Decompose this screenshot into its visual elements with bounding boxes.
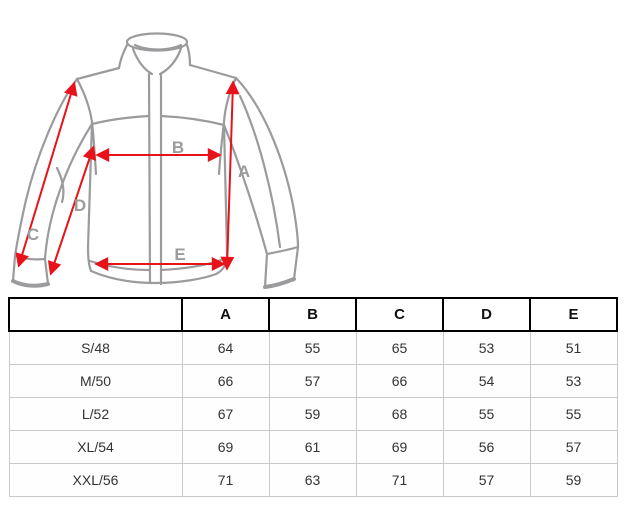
size-table-header-row: A B C D E — [8, 297, 618, 332]
measurement-cell: 69 — [355, 430, 444, 464]
size-label: XXL/56 — [8, 463, 183, 497]
body-right-edge — [222, 122, 229, 260]
right-armhole-seam — [222, 76, 238, 124]
zipper-left-line — [147, 72, 152, 285]
measure-arrow-d — [47, 145, 97, 276]
measure-arrow-c — [15, 81, 78, 268]
measure-label-b: B — [172, 138, 184, 157]
measurement-cell: 53 — [529, 364, 618, 398]
yoke-seam-left — [90, 114, 151, 126]
corner-cell — [8, 297, 183, 332]
measurement-cell: 55 — [268, 330, 357, 365]
size-label: L/52 — [8, 397, 183, 431]
right-sleeve-outer — [234, 76, 300, 249]
left-cuff-edge — [11, 279, 50, 288]
yoke-seam-right — [159, 114, 226, 127]
right-sleeve-seam — [238, 94, 282, 249]
measurement-cell: 66 — [181, 364, 270, 398]
collar-right — [185, 43, 192, 67]
measurement-cell: 51 — [529, 330, 618, 365]
collar-left — [117, 43, 129, 70]
size-row-s48: S/48 64 55 65 53 51 — [8, 330, 618, 365]
right-side-seam — [217, 120, 226, 176]
jacket-outline — [11, 32, 300, 289]
size-row-xl54: XL/54 69 61 69 56 57 — [8, 430, 618, 464]
body-left-edge — [86, 120, 94, 273]
measurement-cell: 71 — [355, 463, 444, 497]
collar-rim — [125, 32, 189, 52]
size-label: S/48 — [8, 330, 183, 365]
size-row-xxl56: XXL/56 71 63 71 57 59 — [8, 463, 618, 497]
measure-label-a: A — [238, 162, 250, 181]
measurement-cell: 65 — [355, 330, 444, 365]
measure-arrow-a — [220, 80, 240, 271]
measurement-cell: 64 — [181, 330, 270, 365]
column-header-b: B — [268, 297, 357, 332]
size-row-m50: M/50 66 57 66 54 53 — [8, 364, 618, 398]
measure-label-e: E — [174, 245, 185, 264]
size-label: M/50 — [8, 364, 183, 398]
size-table: A B C D E S/48 64 55 65 53 51 M/50 66 57… — [8, 297, 618, 497]
measure-label-d: D — [74, 196, 86, 215]
measure-label-c: C — [27, 225, 39, 244]
measurement-cell: 68 — [355, 397, 444, 431]
collar-front-left — [131, 47, 154, 76]
size-row-l52: L/52 67 59 68 55 55 — [8, 397, 618, 431]
measurement-cell: 55 — [529, 397, 618, 431]
measurement-cell: 56 — [442, 430, 531, 464]
hem-outline — [89, 256, 229, 285]
size-label: XL/54 — [8, 430, 183, 464]
right-cuff-edge — [263, 277, 296, 289]
measurement-cell: 59 — [529, 463, 618, 497]
measurement-cell: 57 — [529, 430, 618, 464]
column-header-d: D — [442, 297, 531, 332]
measurement-arrows — [15, 80, 240, 276]
column-header-a: A — [181, 297, 270, 332]
column-header-e: E — [529, 297, 618, 332]
measurement-cell: 53 — [442, 330, 531, 365]
column-header-c: C — [355, 297, 444, 332]
collar-rim-inner — [133, 43, 183, 51]
measurement-cell: 55 — [442, 397, 531, 431]
measurement-cell: 54 — [442, 364, 531, 398]
measurement-cell: 71 — [181, 463, 270, 497]
hem-seam-left — [88, 259, 151, 272]
measurement-cell: 59 — [268, 397, 357, 431]
left-armhole-seam — [75, 77, 94, 124]
measurement-cell: 57 — [268, 364, 357, 398]
jacket-measurement-diagram: A B C D E — [11, 32, 300, 289]
collar-front-right — [158, 46, 183, 76]
shoulder-right — [188, 63, 238, 80]
measurement-cell: 57 — [442, 463, 531, 497]
measurement-cell: 67 — [181, 397, 270, 431]
left-sleeve-inner — [43, 122, 94, 261]
measurement-cell: 66 — [355, 364, 444, 398]
shoulder-left — [75, 66, 121, 81]
measurement-cell: 61 — [268, 430, 357, 464]
measurement-labels: A B C D E — [27, 138, 250, 264]
measurement-cell: 63 — [268, 463, 357, 497]
measurement-cell: 69 — [181, 430, 270, 464]
